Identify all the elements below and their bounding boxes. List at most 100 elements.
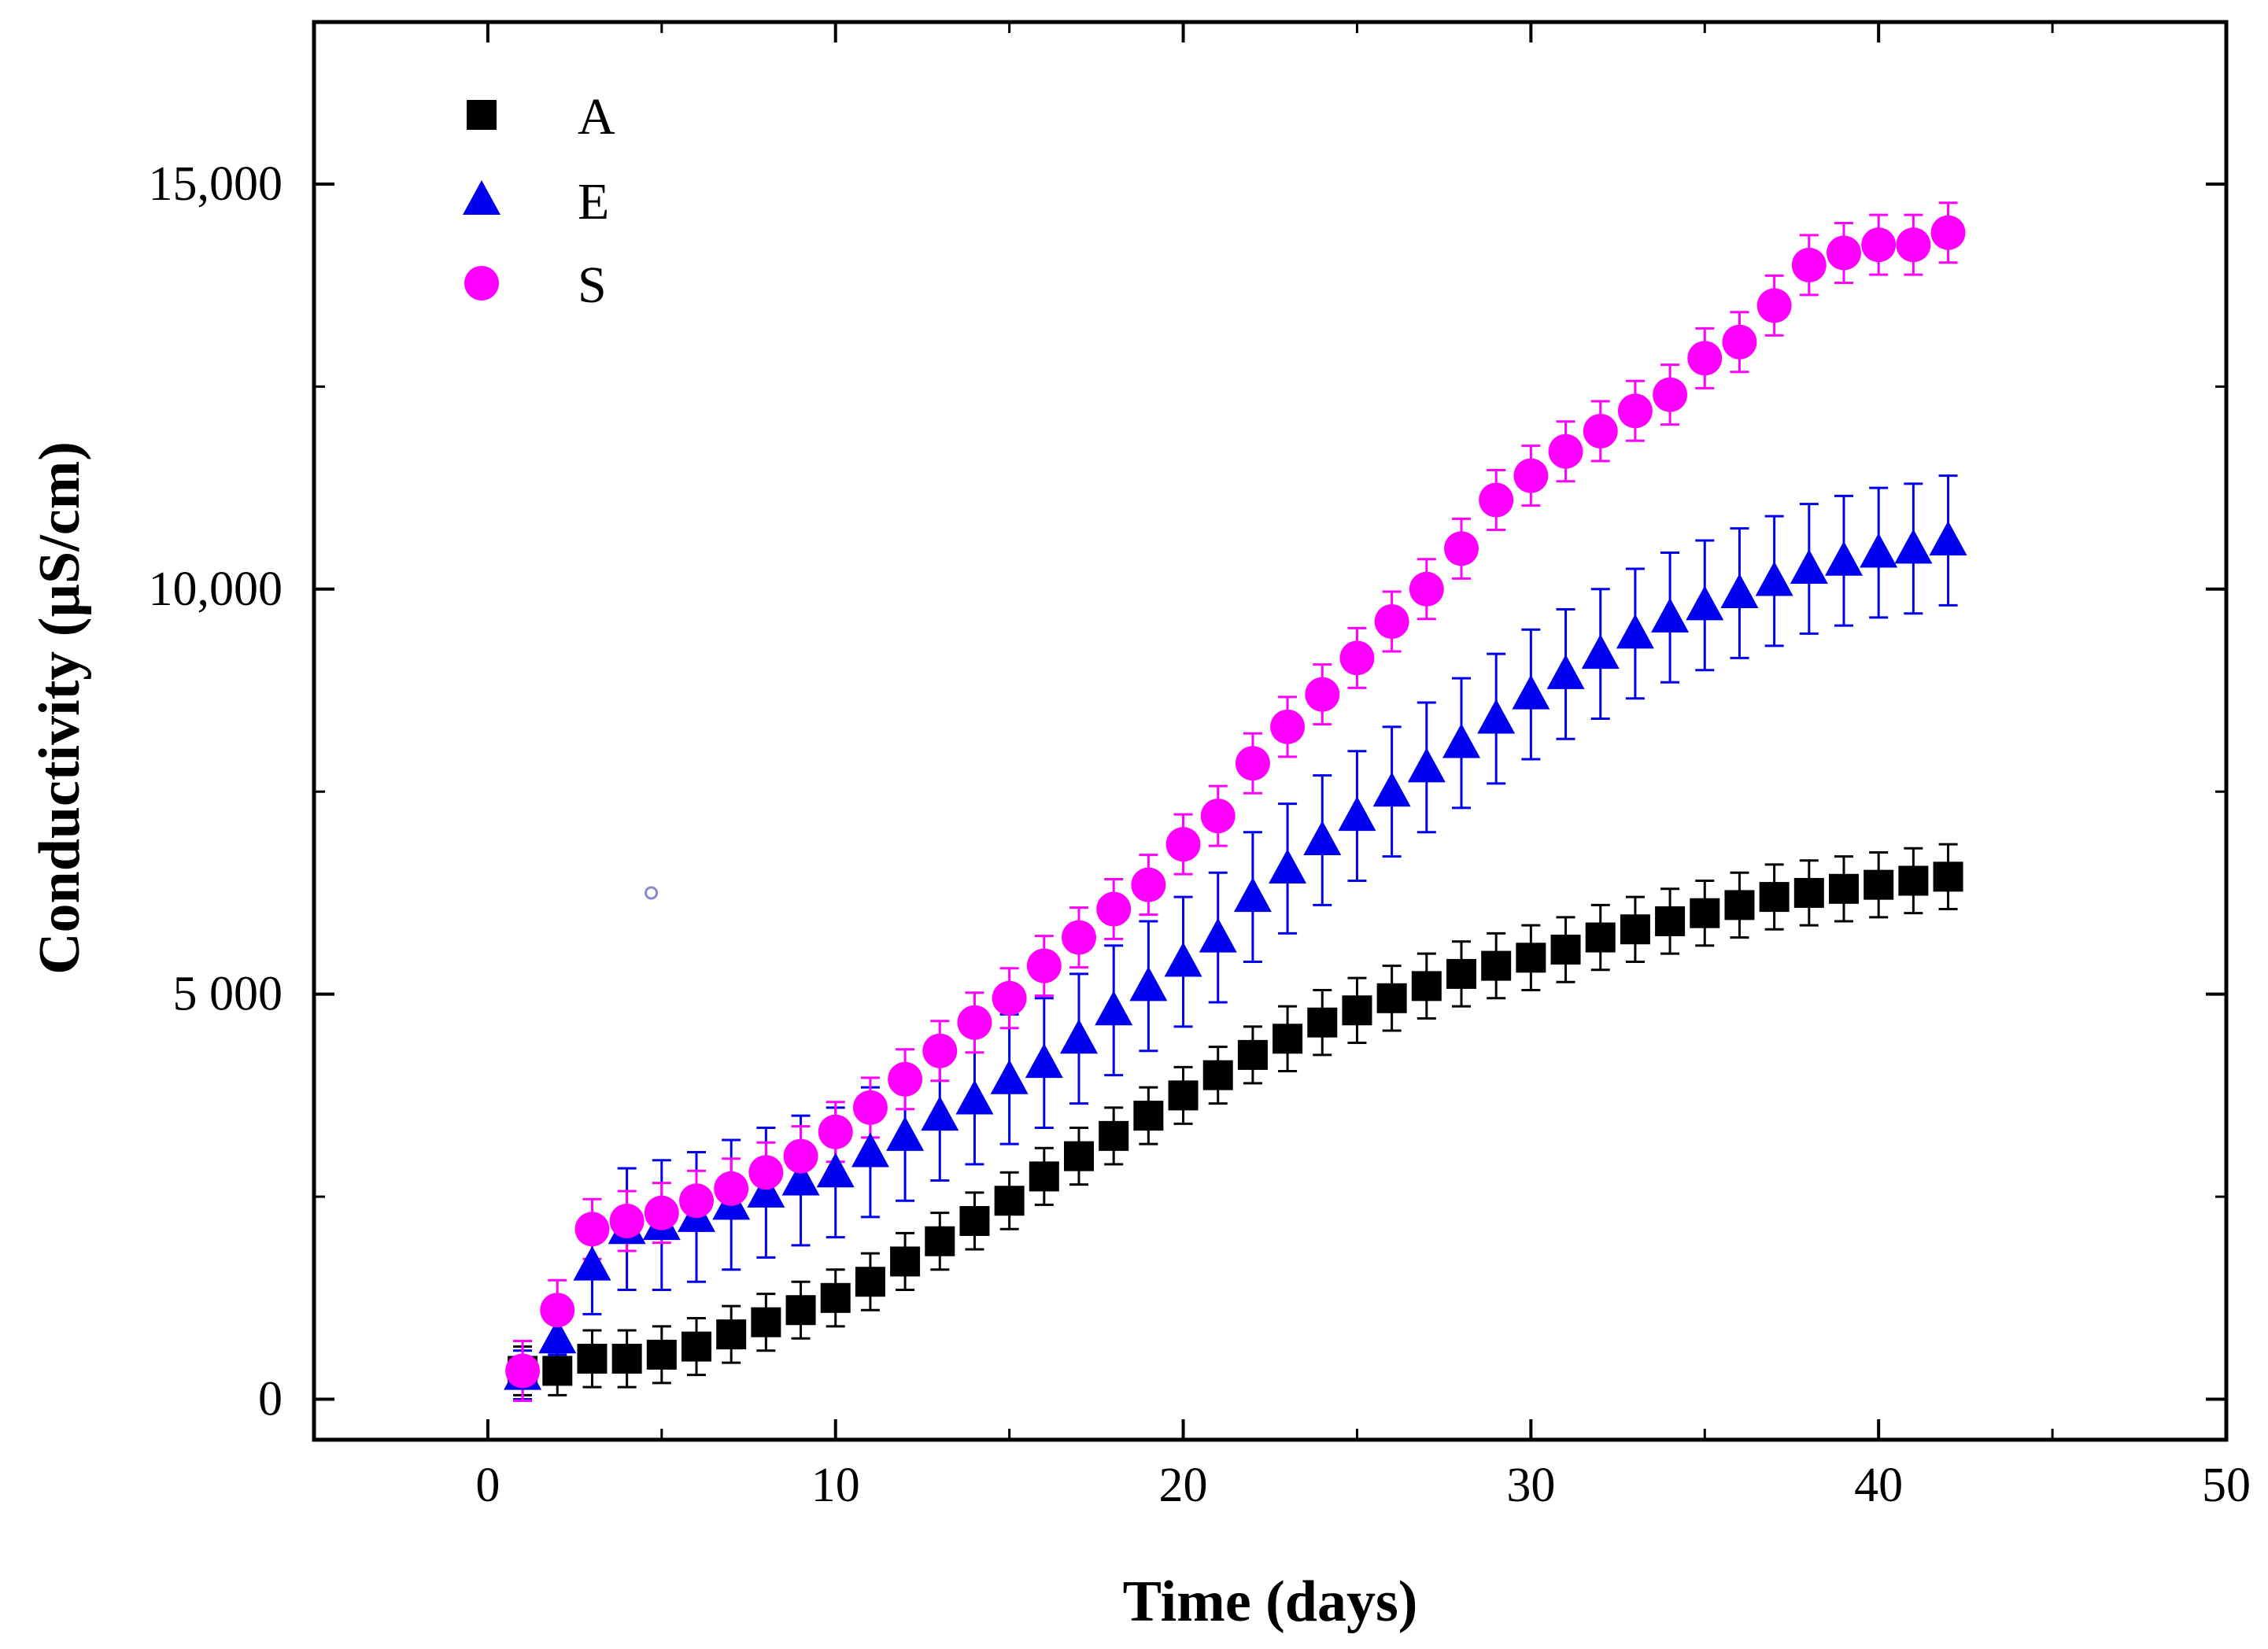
point-e (1686, 585, 1724, 621)
point-e (1477, 699, 1516, 734)
point-e (1303, 821, 1342, 856)
point-a (1029, 1161, 1059, 1192)
point-a (1655, 906, 1686, 936)
point-e (886, 1116, 925, 1151)
point-e (781, 1160, 820, 1196)
point-e (1512, 674, 1550, 710)
point-s (748, 1155, 784, 1190)
legend: AES (463, 88, 615, 314)
point-a (890, 1246, 921, 1277)
point-s (957, 1005, 992, 1040)
point-s (1791, 247, 1827, 282)
point-s (1131, 867, 1166, 902)
point-s (1722, 324, 1757, 360)
point-e (1790, 549, 1828, 585)
point-e (538, 1319, 577, 1354)
point-s (1444, 531, 1479, 566)
point-e (1338, 796, 1376, 832)
point-a (1099, 1120, 1129, 1151)
point-a (1793, 877, 1824, 908)
legend-marker-a (467, 100, 497, 130)
data-points (504, 215, 1967, 1390)
legend-label-e: E (578, 173, 609, 231)
plot-frame (312, 20, 2229, 1442)
point-a (1933, 861, 1963, 892)
point-s (1896, 227, 1931, 263)
legend-label-a: A (578, 88, 615, 146)
point-s (1409, 571, 1444, 607)
legend-label-s: S (578, 256, 607, 314)
point-a (1202, 1060, 1233, 1090)
point-e (1407, 747, 1446, 783)
point-e (1720, 573, 1759, 608)
point-e (1164, 942, 1202, 977)
point-s (783, 1138, 818, 1174)
point-s (922, 1033, 958, 1068)
point-e (1860, 533, 1898, 568)
point-s (644, 1195, 679, 1230)
point-e (1269, 849, 1307, 884)
point-s (1548, 433, 1583, 469)
point-s (888, 1061, 923, 1097)
point-e (1095, 991, 1133, 1026)
point-e (1199, 917, 1237, 953)
point-s (1930, 215, 1966, 250)
point-s (1062, 920, 1096, 955)
point-e (1825, 540, 1863, 576)
point-s (1827, 235, 1861, 271)
point-e (1755, 561, 1793, 596)
point-e (990, 1059, 1029, 1094)
point-a (751, 1307, 781, 1337)
y-tick-label: 10,000 (149, 563, 283, 616)
point-a (994, 1186, 1025, 1216)
point-e (1442, 723, 1480, 758)
point-a (820, 1282, 851, 1313)
point-e (1894, 529, 1933, 564)
point-a (1168, 1080, 1199, 1111)
x-tick-label: 10 (811, 1459, 860, 1512)
point-s (852, 1090, 888, 1125)
point-s (609, 1203, 645, 1238)
point-a (785, 1295, 816, 1326)
point-a (1481, 950, 1512, 981)
point-a (646, 1339, 677, 1370)
point-a (1446, 958, 1476, 989)
point-a (716, 1319, 747, 1350)
point-e (1651, 597, 1690, 633)
point-a (1550, 935, 1581, 965)
point-s (679, 1183, 714, 1219)
point-a (1307, 1007, 1338, 1038)
x-tick-label: 0 (475, 1459, 500, 1512)
point-e (1025, 1043, 1063, 1079)
axis-ticks (312, 22, 2228, 1440)
point-s (574, 1212, 610, 1247)
point-a (855, 1267, 885, 1297)
point-e (1129, 966, 1168, 1002)
point-a (1759, 882, 1790, 913)
axis-tick-labels: 0 10 20 30 40 50 0 5 000 10,000 15,000 (149, 157, 2251, 1512)
x-tick-label: 50 (2202, 1459, 2251, 1512)
stray-marker (645, 886, 659, 900)
error-bars (513, 201, 1958, 1402)
x-tick-label: 20 (1159, 1459, 1208, 1512)
point-a (682, 1331, 711, 1362)
point-s (1270, 709, 1306, 744)
point-a (1133, 1101, 1164, 1131)
y-tick-label: 15,000 (149, 157, 283, 211)
point-a (1620, 914, 1650, 945)
point-e (1929, 521, 1967, 556)
point-s (1096, 891, 1132, 927)
point-a (959, 1205, 990, 1236)
point-s (1026, 948, 1062, 983)
point-a (1342, 995, 1372, 1026)
point-a (542, 1356, 573, 1386)
point-a (1898, 865, 1929, 896)
point-a (1376, 983, 1407, 1013)
legend-marker-s (464, 266, 499, 301)
point-e (747, 1172, 785, 1208)
point-e (851, 1132, 889, 1168)
point-e (1233, 877, 1272, 913)
point-a (925, 1226, 955, 1256)
point-s (1200, 799, 1236, 834)
point-s (992, 980, 1027, 1016)
